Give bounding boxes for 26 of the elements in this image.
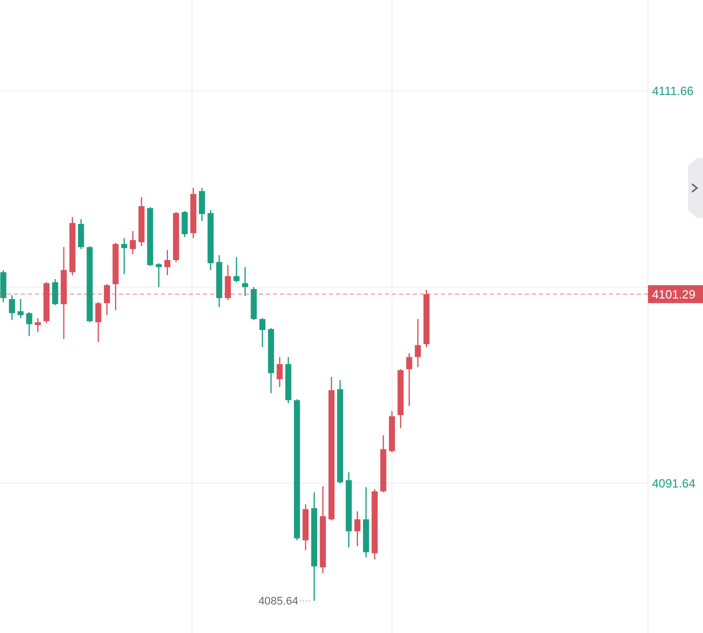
candlestick: [8, 294, 15, 321]
candlestick: [104, 284, 110, 316]
candlestick: [18, 298, 24, 319]
candlestick: [354, 510, 360, 547]
candlestick: [156, 262, 162, 288]
candlestick: [34, 317, 41, 333]
ref-line-label: 4101.29: [652, 287, 696, 302]
y-tick-label: 4111.66: [652, 84, 694, 98]
candlestick: [198, 187, 205, 222]
candlestick: [233, 256, 240, 283]
candlestick: [182, 210, 188, 238]
annotation: 4085.64: [258, 596, 298, 608]
candlestick: [276, 356, 283, 388]
y-tick-label: 4091.64: [652, 476, 696, 490]
candlestick: [95, 302, 102, 343]
candlestick: [224, 264, 231, 301]
candlestick: [52, 278, 58, 306]
candlestick: [406, 352, 412, 407]
candlestick: [242, 266, 248, 297]
candlestick: [414, 318, 421, 368]
candlestick: [164, 249, 170, 276]
candlestick: [259, 317, 266, 348]
candlestick: [130, 230, 136, 255]
candlestick: [26, 312, 32, 337]
candlestick: [121, 238, 128, 275]
candlestick: [78, 218, 84, 250]
